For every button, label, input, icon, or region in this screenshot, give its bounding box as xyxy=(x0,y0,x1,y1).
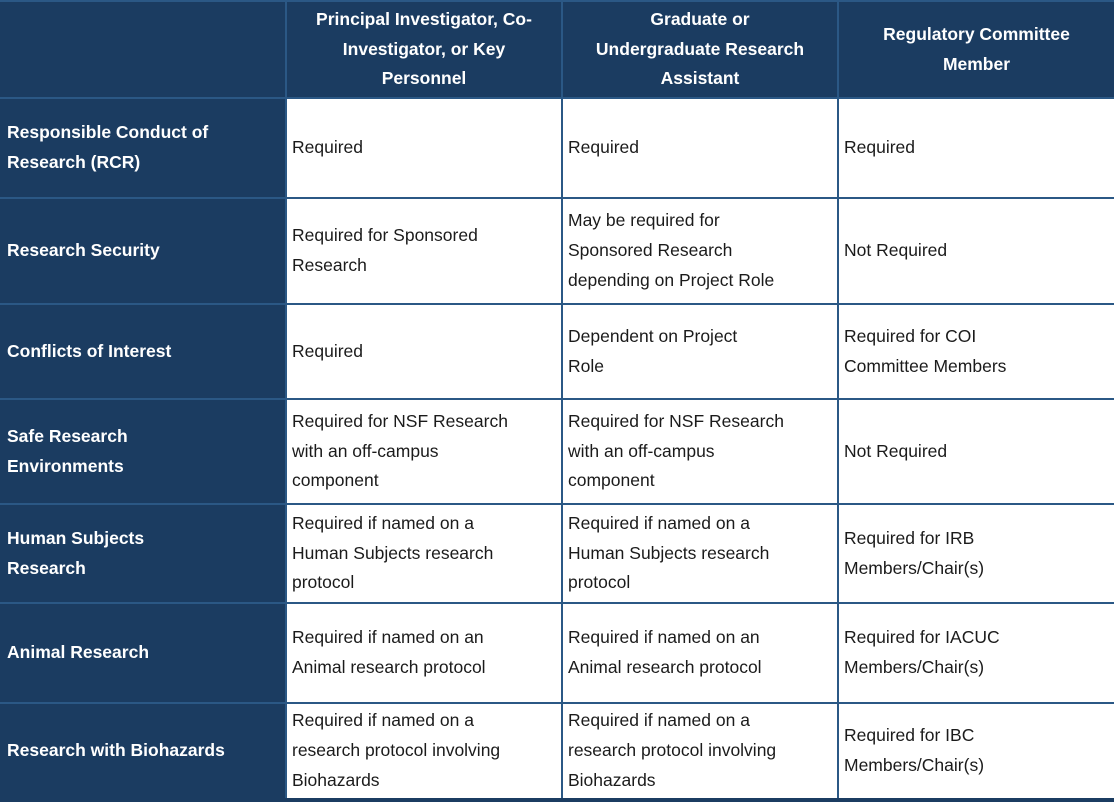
table-cell: Required xyxy=(285,97,563,199)
table-cell: May be required for Sponsored Research d… xyxy=(561,197,839,305)
table-cell: Required xyxy=(561,97,839,199)
table-cell: Required if named on an Animal research … xyxy=(285,602,563,704)
row-header-rcr: Responsible Conduct of Research (RCR) xyxy=(0,97,287,199)
table-row-research-with-biohazards: Research with Biohazards Required if nam… xyxy=(0,702,1114,798)
table-row-rcr: Responsible Conduct of Research (RCR) Re… xyxy=(0,97,1114,199)
table-cell: Required if named on a research protocol… xyxy=(561,702,839,798)
column-header-research-assistant: Graduate or Undergraduate Research Assis… xyxy=(561,0,839,99)
row-header-conflicts-of-interest: Conflicts of Interest xyxy=(0,303,287,400)
table-cell: Required for IRB Members/Chair(s) xyxy=(837,503,1114,604)
row-header-human-subjects-research: Human Subjects Research xyxy=(0,503,287,604)
table-cell: Required xyxy=(285,303,563,400)
table-cell: Dependent on Project Role xyxy=(561,303,839,400)
table-row-safe-research-environments: Safe Research Environments Required for … xyxy=(0,398,1114,505)
corner-cell xyxy=(0,0,287,99)
table-cell: Required for Sponsored Research xyxy=(285,197,563,305)
table-row-human-subjects-research: Human Subjects Research Required if name… xyxy=(0,503,1114,604)
row-header-research-security: Research Security xyxy=(0,197,287,305)
table-cell: Not Required xyxy=(837,398,1114,505)
table-cell: Not Required xyxy=(837,197,1114,305)
header-row: Principal Investigator, Co- Investigator… xyxy=(0,0,1114,99)
row-header-animal-research: Animal Research xyxy=(0,602,287,704)
table-row-animal-research: Animal Research Required if named on an … xyxy=(0,602,1114,704)
row-header-safe-research-environments: Safe Research Environments xyxy=(0,398,287,505)
table-cell: Required for IBC Members/Chair(s) xyxy=(837,702,1114,798)
table-cell: Required for NSF Research with an off-ca… xyxy=(561,398,839,505)
table-cell: Required if named on a Human Subjects re… xyxy=(285,503,563,604)
table-cell: Required if named on a Human Subjects re… xyxy=(561,503,839,604)
column-header-principal-investigator: Principal Investigator, Co- Investigator… xyxy=(285,0,563,99)
table-cell: Required for IACUC Members/Chair(s) xyxy=(837,602,1114,704)
table-cell: Required xyxy=(837,97,1114,199)
row-header-research-with-biohazards: Research with Biohazards xyxy=(0,702,287,798)
table-cell: Required if named on an Animal research … xyxy=(561,602,839,704)
table-cell: Required for COI Committee Members xyxy=(837,303,1114,400)
table-cell: Required if named on a research protocol… xyxy=(285,702,563,798)
column-header-regulatory-committee: Regulatory Committee Member xyxy=(837,0,1114,99)
table-row-conflicts-of-interest: Conflicts of Interest Required Dependent… xyxy=(0,303,1114,400)
table-cell: Required for NSF Research with an off-ca… xyxy=(285,398,563,505)
table-row-research-security: Research Security Required for Sponsored… xyxy=(0,197,1114,305)
